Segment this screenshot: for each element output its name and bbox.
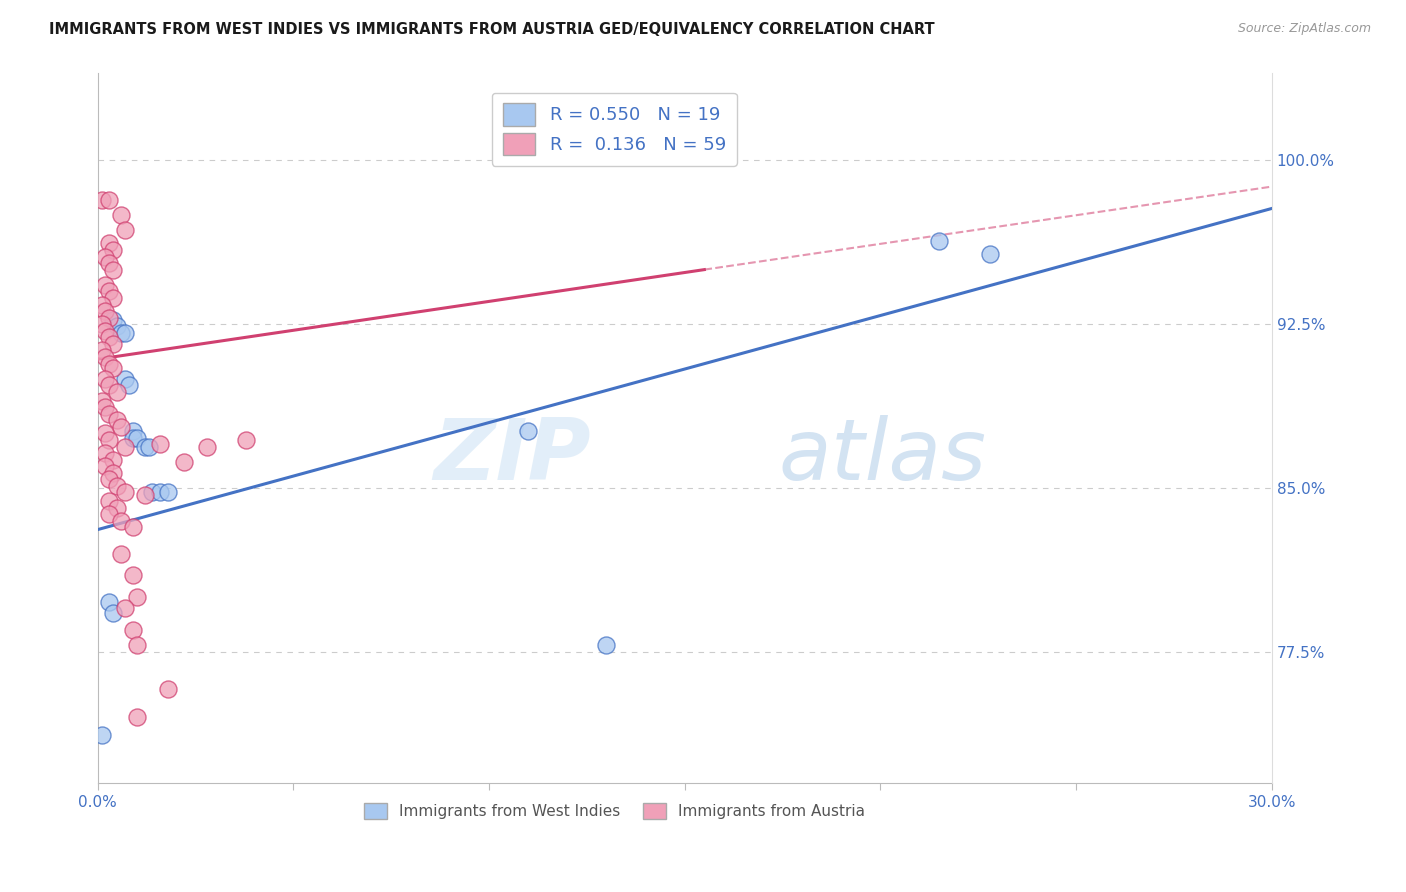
Point [122, 431, 145, 445]
Point [94, 350, 117, 364]
Point [125, 710, 148, 724]
Point [94, 401, 117, 415]
Point [105, 479, 128, 493]
Point [105, 384, 128, 399]
Point [114, 326, 136, 340]
Point [98, 378, 121, 392]
Point [98, 357, 121, 371]
Point [94, 250, 117, 264]
Point [90, 728, 112, 742]
Point [105, 500, 128, 515]
Point [122, 568, 145, 582]
Point [103, 452, 125, 467]
Point [114, 440, 136, 454]
Point [110, 420, 132, 434]
Point [149, 485, 172, 500]
Point [94, 324, 117, 338]
Point [94, 304, 117, 318]
Point [114, 223, 136, 237]
Point [90, 343, 112, 358]
Point [98, 433, 121, 447]
Point [595, 639, 617, 653]
Point [173, 455, 195, 469]
Point [94, 277, 117, 292]
Point [90, 393, 112, 408]
Point [90, 297, 112, 311]
Legend: Immigrants from West Indies, Immigrants from Austria: Immigrants from West Indies, Immigrants … [357, 797, 872, 825]
Point [103, 466, 125, 480]
Point [235, 433, 257, 447]
Point [98, 330, 121, 344]
Point [114, 372, 136, 386]
Point [98, 256, 121, 270]
Point [98, 193, 121, 207]
Point [125, 431, 148, 445]
Point [98, 494, 121, 508]
Point [122, 623, 145, 637]
Point [928, 234, 950, 248]
Point [103, 243, 125, 257]
Point [103, 360, 125, 375]
Text: atlas: atlas [779, 415, 987, 498]
Point [134, 440, 156, 454]
Point [94, 426, 117, 441]
Point [138, 440, 160, 454]
Point [94, 459, 117, 474]
Point [118, 378, 141, 392]
Point [103, 313, 125, 327]
Point [98, 236, 121, 251]
Point [98, 407, 121, 421]
Point [110, 326, 132, 340]
Point [110, 514, 132, 528]
Point [979, 247, 1001, 261]
Point [105, 413, 128, 427]
Point [195, 440, 218, 454]
Point [103, 291, 125, 305]
Point [122, 520, 145, 534]
Point [98, 508, 121, 522]
Point [103, 606, 125, 620]
Point [149, 437, 172, 451]
Point [98, 310, 121, 325]
Point [114, 601, 136, 615]
Point [134, 488, 156, 502]
Text: IMMIGRANTS FROM WEST INDIES VS IMMIGRANTS FROM AUSTRIA GED/EQUIVALENCY CORRELATI: IMMIGRANTS FROM WEST INDIES VS IMMIGRANT… [49, 22, 935, 37]
Point [103, 262, 125, 277]
Point [103, 337, 125, 351]
Point [125, 639, 148, 653]
Point [98, 285, 121, 299]
Point [122, 425, 145, 439]
Text: Source: ZipAtlas.com: Source: ZipAtlas.com [1237, 22, 1371, 36]
Point [110, 208, 132, 222]
Point [157, 682, 180, 697]
Point [114, 485, 136, 500]
Point [110, 547, 132, 561]
Point [517, 425, 540, 439]
Point [94, 372, 117, 386]
Point [141, 485, 163, 500]
Point [157, 485, 180, 500]
Point [90, 193, 112, 207]
Point [98, 472, 121, 486]
Text: ZIP: ZIP [433, 415, 591, 498]
Point [125, 591, 148, 605]
Point [94, 446, 117, 460]
Point [90, 317, 112, 331]
Point [98, 595, 121, 609]
Point [105, 319, 128, 334]
